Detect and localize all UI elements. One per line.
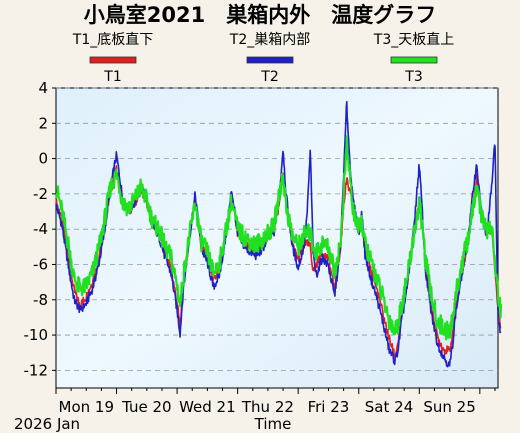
- y-tick-label: 4: [38, 79, 48, 97]
- x-tick-label: Tue 20: [121, 398, 171, 416]
- legend: T1_底板直下 T1 T2_巣箱内部 T2 T3_天板直上 T3: [72, 31, 454, 85]
- x-axis-label: Time: [254, 415, 292, 433]
- y-tick-label: -12: [24, 361, 49, 379]
- x-tick-label: Wed 21: [179, 398, 236, 416]
- plot-area: [55, 87, 499, 389]
- y-tick-label: -2: [33, 185, 48, 203]
- y-tick-label: -10: [24, 326, 49, 344]
- legend-name-t1: T1_底板直下: [72, 31, 153, 48]
- x-axis: Mon 19 Tue 20 Wed 21 Thu 22 Fri 23 Sat 24 Sun …: [55, 388, 496, 416]
- legend-label-t2: T2: [260, 69, 278, 85]
- series-line-t3: [54, 135, 503, 341]
- y-tick-label: 2: [38, 114, 48, 132]
- y-tick-label: 0: [38, 150, 48, 168]
- legend-swatch-t2: [246, 56, 294, 64]
- x-tick-label: Sun 25: [423, 398, 475, 416]
- y-axis: 4 2 0 -2 -4 -6 -8 -10 -12: [24, 79, 56, 379]
- grid: [56, 87, 498, 371]
- x-tick-label: Mon 19: [59, 398, 114, 416]
- x-tick-label: Fri 23: [308, 398, 350, 416]
- y-tick-label: -4: [33, 220, 48, 238]
- legend-swatch-t3: [390, 56, 438, 64]
- x-tick-label: Sat 24: [365, 398, 413, 416]
- legend-name-t2: T2_巣箱内部: [229, 32, 310, 48]
- series-group: [54, 101, 503, 368]
- chart-title: 小鳥室2021 巣箱内外 温度グラフ: [84, 3, 436, 27]
- legend-swatch-t1: [89, 56, 137, 64]
- year-month-label: 2026 Jan: [14, 415, 80, 433]
- y-tick-label: -6: [33, 255, 48, 273]
- legend-label-t3: T3: [404, 69, 422, 85]
- legend-name-t3: T3_天板直上: [373, 31, 454, 48]
- x-tick-label: Thu 22: [241, 398, 294, 416]
- legend-label-t1: T1: [103, 69, 121, 85]
- y-tick-label: -8: [33, 291, 48, 309]
